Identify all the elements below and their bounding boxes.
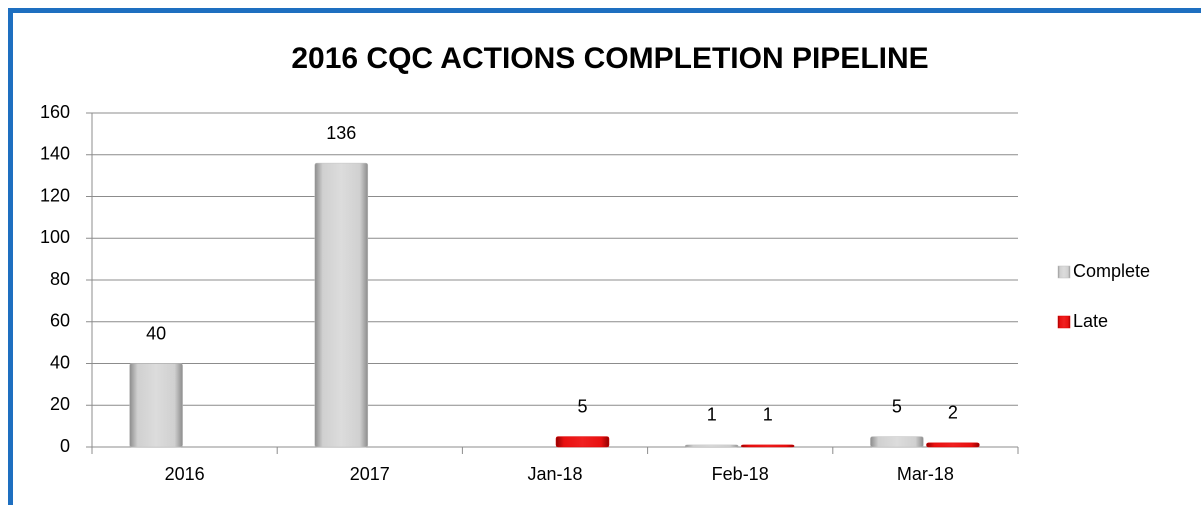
x-tick-label: Jan-18: [527, 464, 582, 484]
data-label: 1: [763, 405, 773, 425]
frame-top: [8, 8, 1201, 13]
x-tick-label: Feb-18: [712, 464, 769, 484]
bar: [129, 363, 183, 448]
y-tick-label: 20: [50, 394, 70, 414]
legend-marker: [1057, 315, 1071, 329]
y-tick-label: 40: [50, 352, 70, 372]
y-tick-label: 100: [40, 227, 70, 247]
legend-label: Complete: [1073, 261, 1150, 281]
data-label: 40: [146, 323, 166, 343]
bar: [740, 444, 795, 448]
x-tick-label: 2016: [165, 464, 205, 484]
legend-label: Late: [1073, 311, 1108, 331]
y-tick-label: 160: [40, 102, 70, 122]
bar: [870, 436, 924, 448]
data-label: 2: [948, 403, 958, 423]
bar: [555, 436, 610, 448]
bar: [314, 162, 369, 448]
y-tick-label: 0: [60, 436, 70, 456]
y-tick-label: 80: [50, 269, 70, 289]
legend-marker: [1057, 265, 1071, 279]
bar: [684, 444, 739, 448]
bar: [926, 442, 980, 448]
x-tick-label: 2017: [350, 464, 390, 484]
data-label: 1: [707, 405, 717, 425]
data-label: 136: [326, 123, 356, 143]
chart-title: 2016 CQC ACTIONS COMPLETION PIPELINE: [291, 42, 928, 75]
frame-left: [8, 8, 13, 505]
y-tick-label: 60: [50, 311, 70, 331]
y-tick-label: 120: [40, 185, 70, 205]
x-tick-label: Mar-18: [897, 464, 954, 484]
y-tick-label: 140: [40, 144, 70, 164]
data-label: 5: [577, 396, 587, 416]
data-label: 5: [892, 396, 902, 416]
